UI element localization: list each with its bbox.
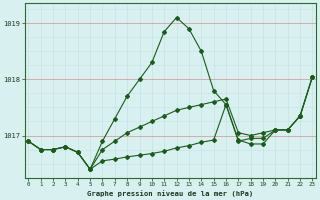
X-axis label: Graphe pression niveau de la mer (hPa): Graphe pression niveau de la mer (hPa): [87, 190, 253, 197]
